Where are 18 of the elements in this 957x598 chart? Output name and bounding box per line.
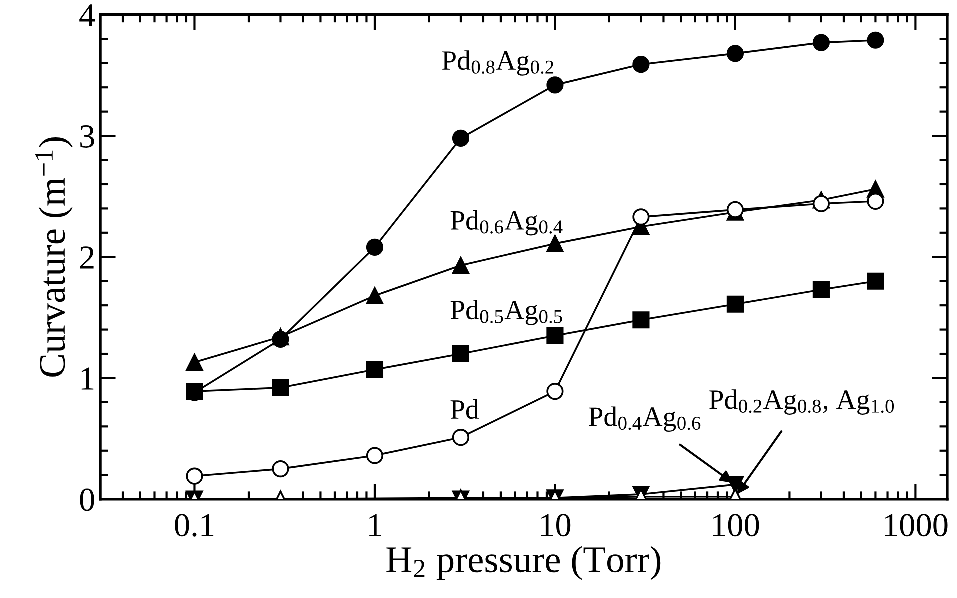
annotation: Pd$_{0.4}$Ag$_{0.6}$ (589, 406, 701, 432)
x-tick-label: 100 (713, 514, 760, 537)
x-tick-label: 0.1 (175, 514, 214, 537)
y-tick-label: 2 (80, 246, 94, 269)
annotation: Pd$_{0.2}$Ag$_{0.8}$, Ag$_{1.0}$ (710, 390, 894, 415)
x-tick-label: 10 (541, 514, 571, 537)
y-tick-label: 3 (80, 126, 94, 148)
y-tick-label: 1 (82, 368, 94, 390)
annotation: Pd$_{0.6}$Ag$_{0.4}$ (450, 210, 563, 236)
y-tick-label: 4 (80, 4, 96, 27)
x-tick-label: 1 (370, 514, 382, 536)
x-axis-title: H$_{2}$ pressure (Torr) (386, 546, 661, 580)
x-tick-label: 1000 (885, 514, 948, 537)
annotation: Pd$_{0.5}$Ag$_{0.5}$ (450, 300, 562, 326)
annotation: Pd$_{0.8}$Ag$_{0.2}$ (442, 50, 554, 76)
y-axis-title: Curvature (m$^{−1}$) (36, 138, 73, 377)
annotation: Pd (450, 400, 479, 420)
y-tick-label: 0 (80, 488, 94, 512)
